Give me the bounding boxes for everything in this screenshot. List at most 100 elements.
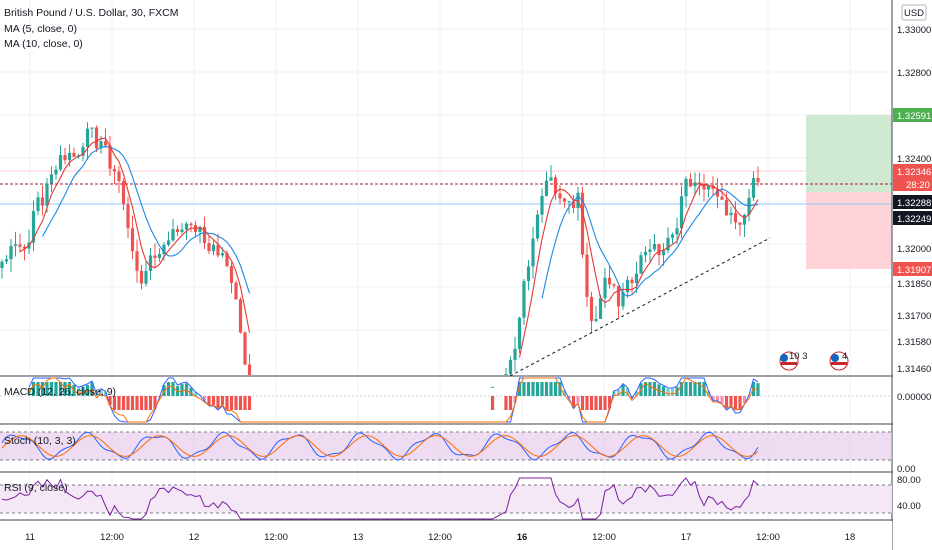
candle-body bbox=[18, 244, 22, 247]
countdown-tag bbox=[893, 178, 932, 191]
macd-bar bbox=[598, 396, 603, 410]
macd-bar bbox=[58, 382, 63, 396]
macd-bar bbox=[27, 388, 31, 396]
candle-body bbox=[130, 228, 135, 252]
event-badge-1-label: 10 3 bbox=[789, 351, 808, 362]
macd-bar bbox=[31, 382, 36, 396]
candle-body bbox=[706, 185, 711, 190]
candle-body bbox=[634, 273, 639, 284]
macd-bar bbox=[171, 382, 175, 396]
macd-bar bbox=[670, 388, 675, 396]
macd-axis-tick: 0.00000 bbox=[897, 392, 931, 403]
macd-bar bbox=[729, 396, 733, 406]
x-tick-3: 12:00 bbox=[264, 532, 288, 543]
macd-legend: MACD (12, 26, close, 9) bbox=[4, 386, 116, 398]
candle-body bbox=[81, 146, 85, 156]
candle-body bbox=[589, 296, 594, 321]
candle-body bbox=[103, 141, 108, 146]
macd-bar bbox=[711, 396, 715, 401]
candle-body bbox=[621, 292, 625, 307]
candle-body bbox=[117, 171, 121, 182]
candle-body bbox=[648, 249, 652, 252]
candle-body bbox=[135, 251, 139, 271]
macd-bar bbox=[85, 384, 90, 396]
trendline[interactable] bbox=[509, 237, 771, 377]
macd-bar bbox=[688, 382, 693, 396]
x-tick-7: 12:00 bbox=[592, 532, 616, 543]
target-price-tag bbox=[893, 108, 932, 122]
macd-bar bbox=[603, 396, 607, 410]
rsi-legend: RSI (9, close) bbox=[4, 482, 68, 494]
stop-zone[interactable] bbox=[806, 192, 892, 269]
ma5-line bbox=[19, 137, 759, 358]
candle-body bbox=[751, 178, 756, 198]
macd-bar bbox=[558, 382, 562, 396]
macd-bar bbox=[724, 396, 729, 409]
candle-body bbox=[639, 255, 643, 274]
candle-body bbox=[9, 245, 13, 260]
candle-body bbox=[630, 279, 634, 284]
candle-body bbox=[684, 178, 688, 197]
candle-body bbox=[36, 197, 40, 212]
macd-bar bbox=[504, 396, 508, 410]
macd-pane bbox=[0, 377, 892, 423]
x-tick-2: 12 bbox=[189, 532, 200, 543]
macd-bar bbox=[616, 389, 621, 396]
candle-body bbox=[229, 266, 234, 283]
macd-bar bbox=[526, 382, 531, 396]
candle-body bbox=[724, 199, 729, 216]
candle-body bbox=[247, 364, 252, 375]
candle-body bbox=[729, 212, 733, 216]
x-tick-0: 11 bbox=[25, 532, 35, 543]
candle-body bbox=[40, 197, 45, 206]
level-a-tag bbox=[893, 195, 932, 209]
candle-body bbox=[711, 185, 715, 189]
candle-body bbox=[180, 229, 184, 233]
macd-bar bbox=[175, 386, 180, 396]
y-tick-1: 1.32800 bbox=[897, 68, 931, 79]
time-axis[interactable] bbox=[0, 521, 892, 550]
candle-body bbox=[553, 177, 558, 194]
candle-body bbox=[585, 254, 589, 297]
macd-bar bbox=[508, 396, 513, 410]
candle-body bbox=[72, 152, 76, 157]
stop-price-tag bbox=[893, 262, 932, 276]
event-badge-1[interactable]: 10 3 bbox=[779, 351, 808, 371]
candle-body bbox=[112, 168, 117, 172]
candle-body bbox=[688, 178, 693, 187]
macd-bar bbox=[81, 386, 85, 396]
stoch-pane bbox=[0, 431, 892, 461]
currency-button[interactable]: USD bbox=[901, 4, 927, 21]
candle-body bbox=[756, 178, 760, 183]
candle-body bbox=[207, 243, 211, 252]
candle-body bbox=[121, 181, 126, 205]
macd-bar bbox=[193, 392, 198, 396]
event-badge-2[interactable]: 4 bbox=[829, 351, 849, 371]
macd-bar bbox=[571, 396, 576, 408]
candle-body bbox=[508, 359, 513, 375]
current-price-text: 1.32346 bbox=[897, 167, 931, 178]
macd-bar bbox=[531, 382, 535, 396]
candle-body bbox=[652, 243, 657, 250]
x-tick-1: 12:00 bbox=[100, 532, 124, 543]
macd-bar bbox=[36, 382, 40, 396]
candle-body bbox=[108, 145, 112, 169]
stop-price-text: 1.31907 bbox=[897, 265, 931, 276]
candle-body bbox=[63, 155, 67, 161]
candle-body bbox=[603, 277, 607, 299]
macd-bar bbox=[607, 396, 612, 409]
macd-bar bbox=[234, 396, 238, 410]
horizontal-gridlines bbox=[0, 28, 892, 331]
candle-body bbox=[85, 128, 90, 147]
target-zone[interactable] bbox=[806, 115, 892, 192]
macd-bar bbox=[567, 396, 571, 399]
macd-bar bbox=[162, 385, 166, 396]
macd-bar bbox=[490, 396, 495, 410]
y-tick-4: 1.31850 bbox=[897, 279, 931, 290]
macd-bar bbox=[121, 396, 126, 410]
macd-bar bbox=[126, 396, 130, 410]
candle-body bbox=[522, 281, 526, 318]
macd-bar bbox=[657, 384, 661, 396]
macd-bar bbox=[580, 396, 585, 410]
